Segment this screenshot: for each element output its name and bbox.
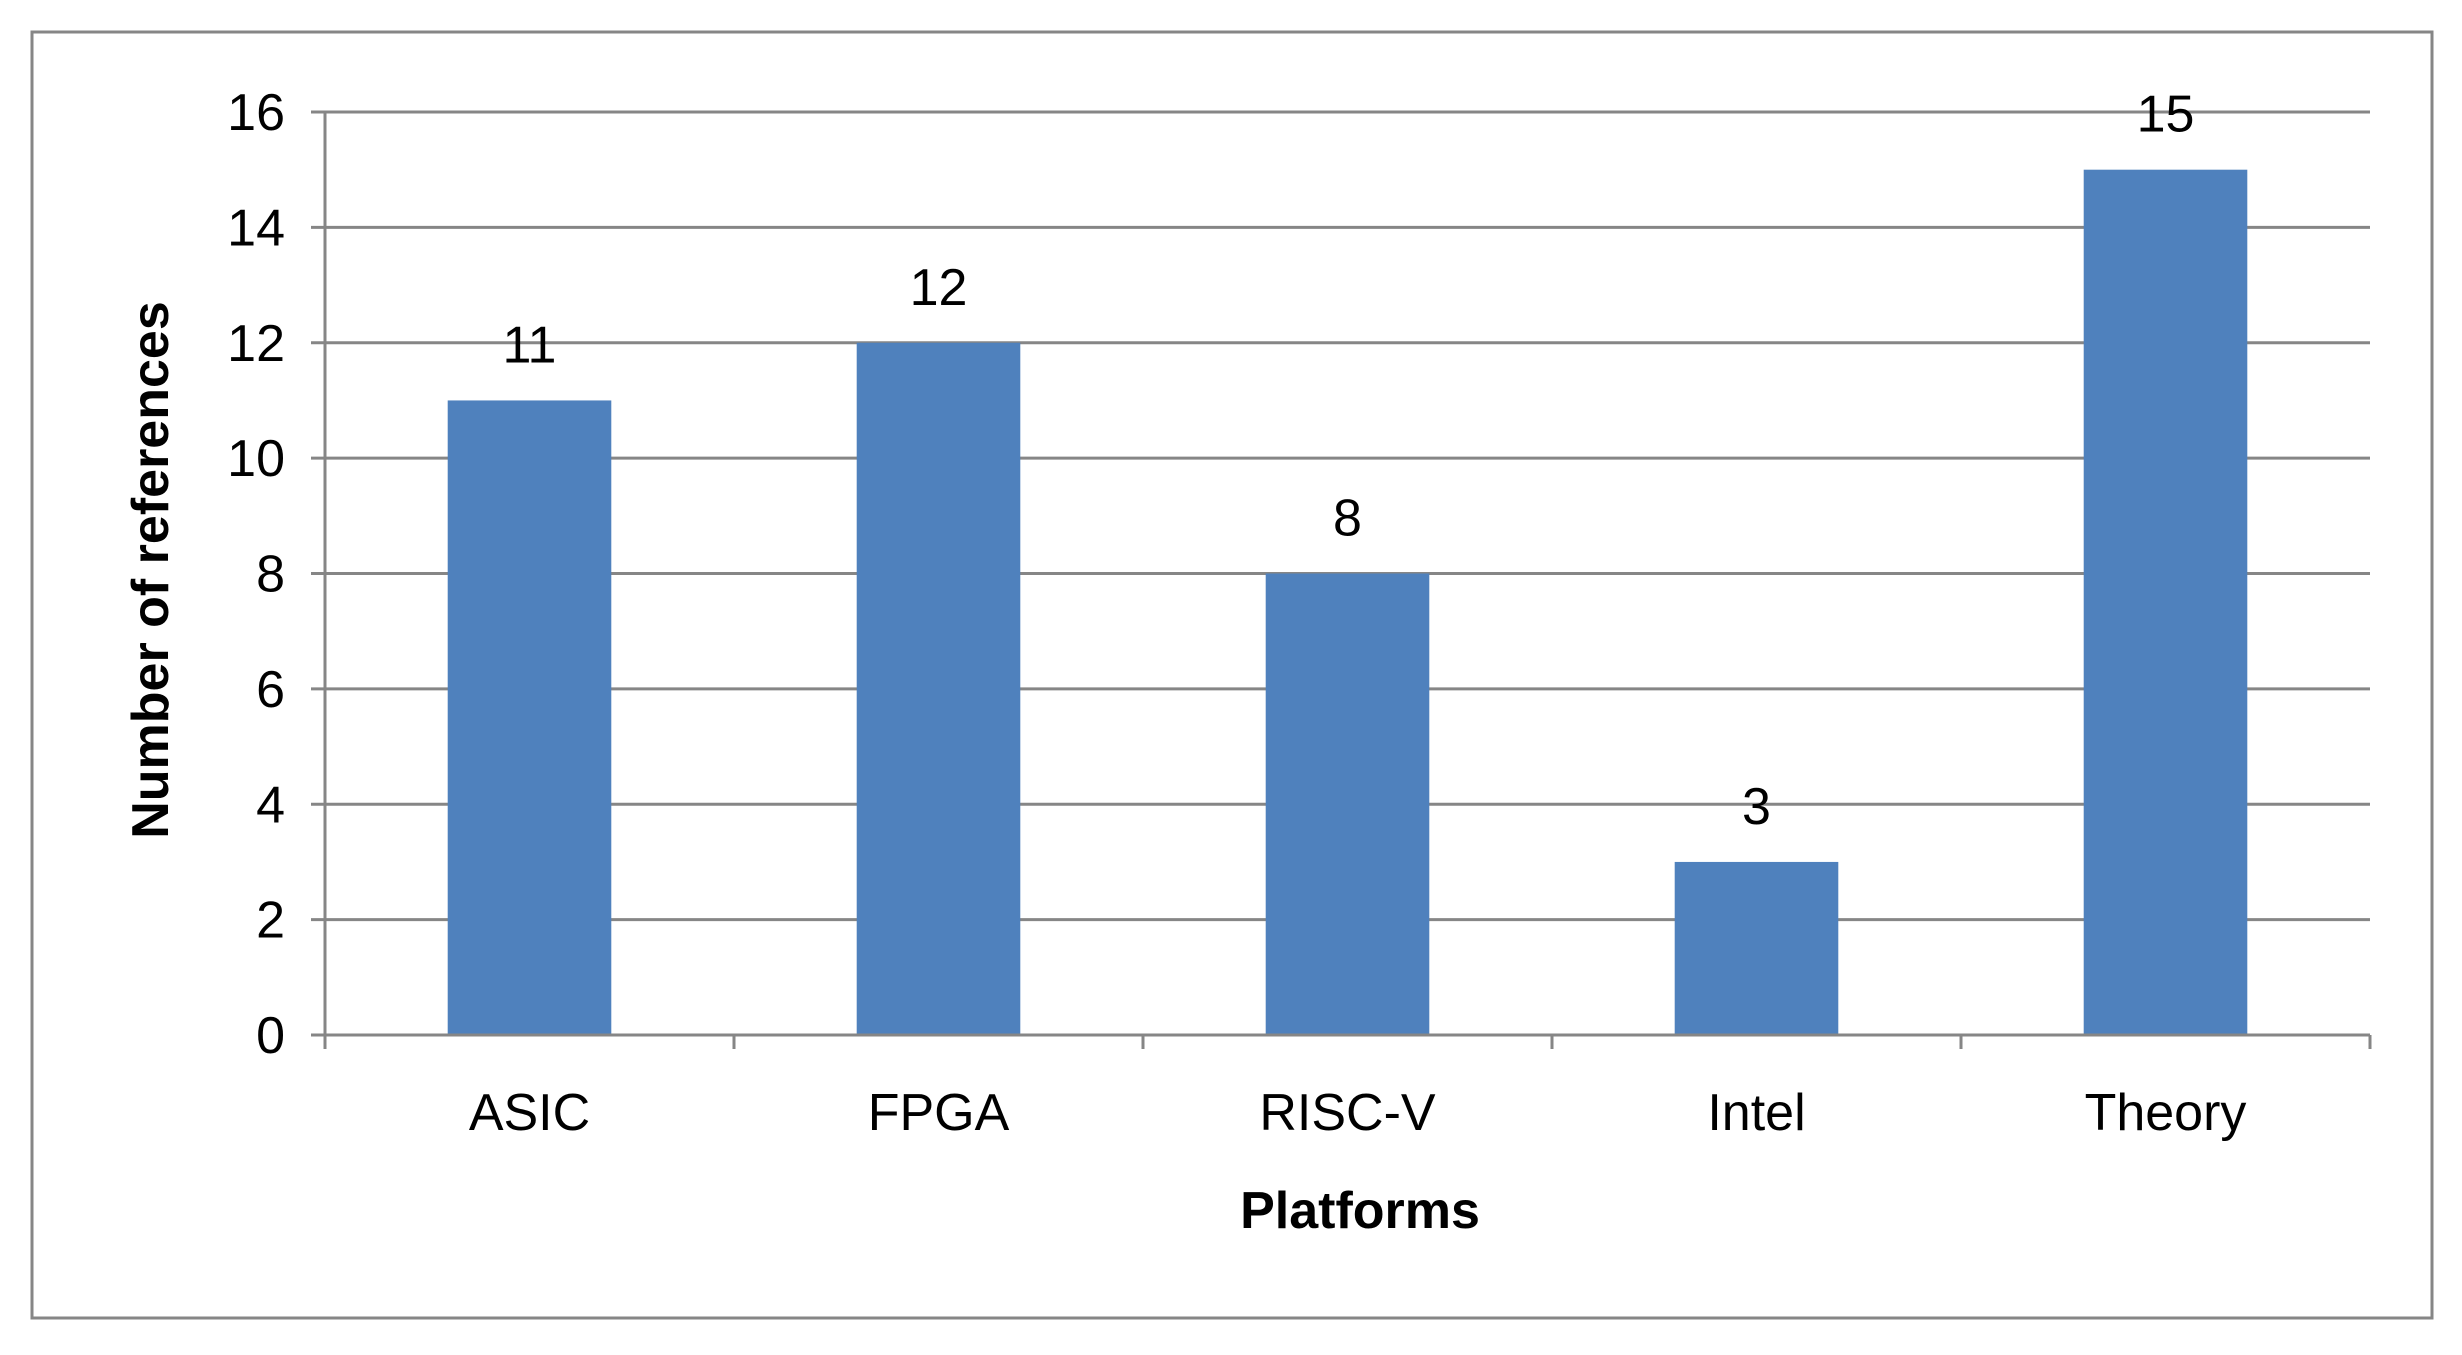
x-tick-label: ASIC xyxy=(469,1084,590,1142)
bar-asic xyxy=(447,400,612,1035)
bar-fpga xyxy=(856,342,1021,1035)
x-tick-label: Intel xyxy=(1707,1084,1805,1142)
x-tick-label: FPGA xyxy=(868,1084,1010,1142)
x-axis-title: Platforms xyxy=(1240,1182,1480,1240)
x-tick-label: RISC-V xyxy=(1259,1084,1436,1142)
y-tick-label: 8 xyxy=(256,546,285,604)
y-tick-label: 2 xyxy=(256,892,285,950)
bars xyxy=(447,169,2248,1035)
bar-theory xyxy=(2083,169,2248,1035)
x-tick-labels: ASIC FPGA RISC-V Intel Theory xyxy=(469,1084,2247,1142)
chart-border xyxy=(30,30,2434,1320)
x-tick-label: Theory xyxy=(2085,1084,2247,1142)
axes xyxy=(311,110,2372,1049)
bar-risc-v xyxy=(1265,573,1430,1035)
y-tick-label: 4 xyxy=(256,776,285,834)
y-tick-labels: 0 2 4 6 8 10 12 14 16 xyxy=(227,84,285,1065)
bar-intel xyxy=(1674,861,1839,1035)
y-axis-title: Number of references xyxy=(122,301,180,839)
data-label: 8 xyxy=(1333,490,1362,548)
y-tick-label: 0 xyxy=(256,1007,285,1065)
y-tick-label: 10 xyxy=(227,430,285,488)
y-tick-label: 16 xyxy=(227,84,285,142)
data-label: 11 xyxy=(503,316,557,374)
y-tick-label: 14 xyxy=(227,199,285,257)
data-label: 3 xyxy=(1742,778,1771,836)
y-tick-label: 12 xyxy=(227,315,285,373)
data-labels: 11 12 8 3 15 xyxy=(503,86,2195,836)
data-label: 15 xyxy=(2137,86,2195,144)
data-label: 12 xyxy=(910,259,968,317)
y-tick-label: 6 xyxy=(256,661,285,719)
